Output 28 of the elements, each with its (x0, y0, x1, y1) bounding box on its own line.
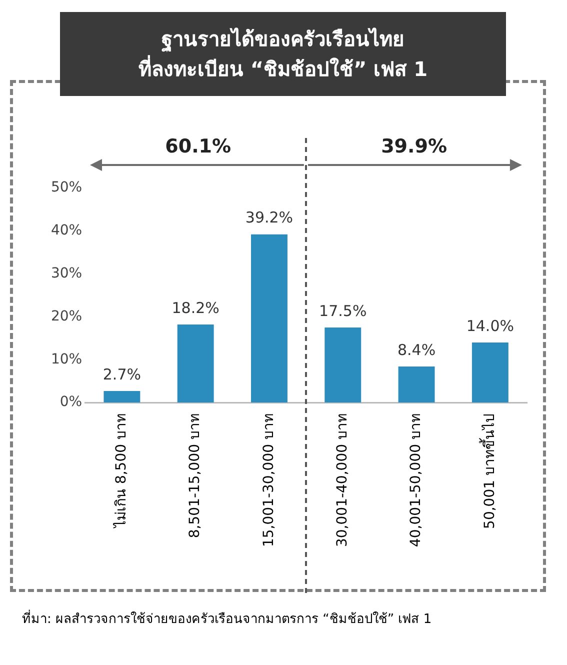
y-tick-label: 40% (50, 222, 82, 239)
text: ที่มา: ผลสำรวจการใช้จ่ายของครัวเรือนจากมาตรการ “ชิมช้อปใช้” เฟส 1 (22, 608, 433, 629)
y-tick-label: 50% (50, 180, 82, 196)
data-label: 14.0% (466, 316, 514, 335)
data-label: 17.5% (319, 302, 367, 320)
data-label: 39.2% (245, 208, 294, 227)
x-tick-label: 50,001 บาทขึ้นไป (478, 414, 498, 529)
x-tick-label: ไม่เกิน 8,500 บาท (112, 414, 130, 529)
y-tick-label: 30% (50, 265, 82, 282)
y-tick-label: 10% (50, 351, 82, 368)
data-label: 2.7% (102, 365, 141, 384)
data-label: 8.4% (397, 340, 436, 359)
bar (324, 327, 362, 403)
x-tick-label: 15,001-30,000 บาท (260, 414, 277, 548)
data-label: 18.2% (172, 298, 220, 317)
bar (177, 324, 214, 403)
text: 60.1% (165, 135, 232, 158)
x-tick-label: 40,001-50,000 บาท (408, 414, 424, 548)
y-tick-label: 0% (60, 394, 82, 410)
text: 39.9% (381, 135, 447, 158)
bar (104, 390, 140, 403)
x-tick-label: 8,501-15,000 บาท (187, 414, 204, 538)
bar (251, 234, 288, 403)
bar (398, 366, 435, 403)
bar (472, 342, 508, 403)
chart-title: ฐานรายได้ของครัวเรือนไทย ที่ลงทะเบียน “ชิมช้อปใช้” เฟส 1 (60, 12, 506, 96)
y-tick-label: 20% (50, 308, 82, 324)
x-tick-label: 30,001-40,000 บาท (334, 414, 351, 548)
